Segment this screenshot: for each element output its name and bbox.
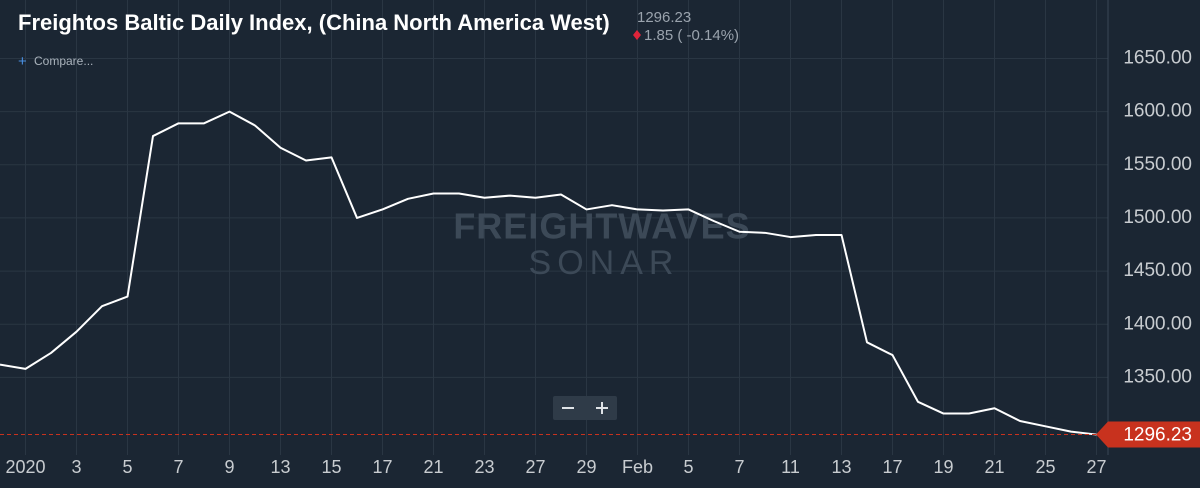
x-tick-label: 11 bbox=[781, 457, 800, 477]
x-tick-label: 3 bbox=[71, 457, 81, 477]
y-tick-label: 1350.00 bbox=[1123, 366, 1192, 387]
x-tick-label: 15 bbox=[321, 457, 341, 477]
x-tick-label: 5 bbox=[683, 457, 693, 477]
x-tick-label: 17 bbox=[372, 457, 392, 477]
x-tick-label: 27 bbox=[1086, 457, 1106, 477]
x-tick-label: 2020 bbox=[5, 457, 45, 477]
header-price: 1296.23 bbox=[637, 9, 691, 26]
y-tick-label: 1600.00 bbox=[1123, 101, 1192, 122]
chart-title: Freightos Baltic Daily Index, (China Nor… bbox=[18, 10, 610, 35]
plot bbox=[0, 110, 1108, 436]
last-price-tag bbox=[1096, 421, 1200, 448]
x-tick-label: 9 bbox=[224, 457, 234, 477]
x-tick-label: 29 bbox=[576, 457, 596, 477]
y-tick-label: 1400.00 bbox=[1123, 313, 1192, 334]
compare-button[interactable]: Compare... bbox=[34, 54, 93, 68]
down-icon bbox=[633, 30, 641, 40]
grid bbox=[0, 0, 1108, 455]
x-tick-label: 21 bbox=[984, 457, 1004, 477]
x-tick-label: 5 bbox=[122, 457, 132, 477]
x-tick-label: 27 bbox=[525, 457, 545, 477]
x-tick-label: 23 bbox=[474, 457, 494, 477]
x-tick-label: 13 bbox=[831, 457, 851, 477]
line bbox=[0, 110, 1097, 436]
last-price-label: 1296.23 bbox=[1123, 425, 1192, 446]
header-change: 1.85 ( -0.14%) bbox=[644, 27, 739, 44]
y-tick-label: 1500.00 bbox=[1123, 207, 1192, 228]
y-tick-label: 1550.00 bbox=[1123, 154, 1192, 175]
watermark: FREIGHTWAVES bbox=[453, 206, 750, 247]
compare-icon: + bbox=[18, 53, 27, 70]
x-tick-label: 7 bbox=[734, 457, 744, 477]
watermark: SONAR bbox=[529, 244, 680, 282]
y-tick-label: 1450.00 bbox=[1123, 260, 1192, 281]
x-tick-label: Feb bbox=[622, 457, 653, 477]
x-tick-label: 13 bbox=[270, 457, 290, 477]
x-tick-label: 17 bbox=[882, 457, 902, 477]
x-tick-label: 19 bbox=[933, 457, 953, 477]
x-tick-label: 21 bbox=[423, 457, 443, 477]
y-tick-label: 1650.00 bbox=[1123, 47, 1192, 68]
x-tick-label: 25 bbox=[1035, 457, 1055, 477]
x-tick-label: 7 bbox=[173, 457, 183, 477]
zoom-controls bbox=[553, 396, 617, 420]
